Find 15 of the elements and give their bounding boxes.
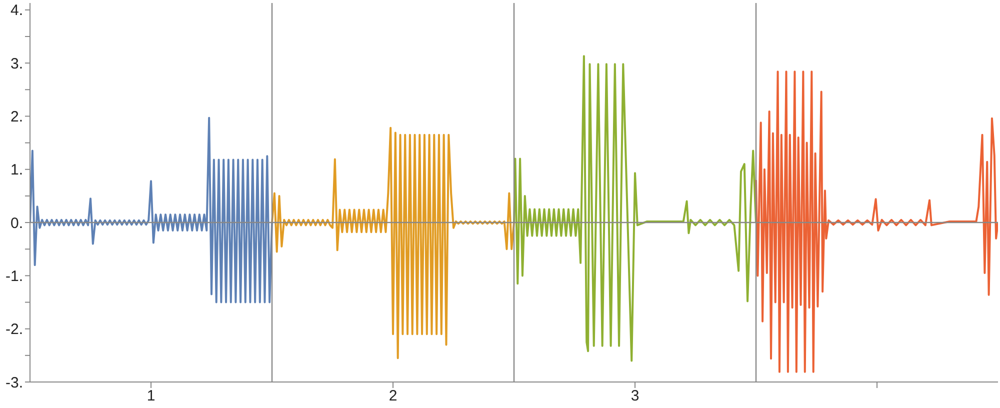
y-tick-label: 0. [10, 214, 23, 232]
y-tick-label: 3. [10, 55, 23, 72]
x-tick-label: 1 [146, 388, 156, 405]
line-series [30, 116, 273, 304]
line-series [271, 126, 515, 360]
y-tick-label: 1. [10, 162, 23, 179]
line-series [755, 70, 998, 373]
y-tick-label: 2. [10, 108, 23, 126]
y-tick-label: -1. [5, 268, 23, 286]
y-tick-label: -2. [5, 321, 23, 338]
y-tick-label: -3. [5, 374, 23, 392]
x-tick-label: 2 [388, 388, 398, 405]
x-tick-label: 3 [630, 388, 640, 405]
line-series [513, 55, 757, 362]
y-tick-label: 4. [10, 2, 23, 20]
